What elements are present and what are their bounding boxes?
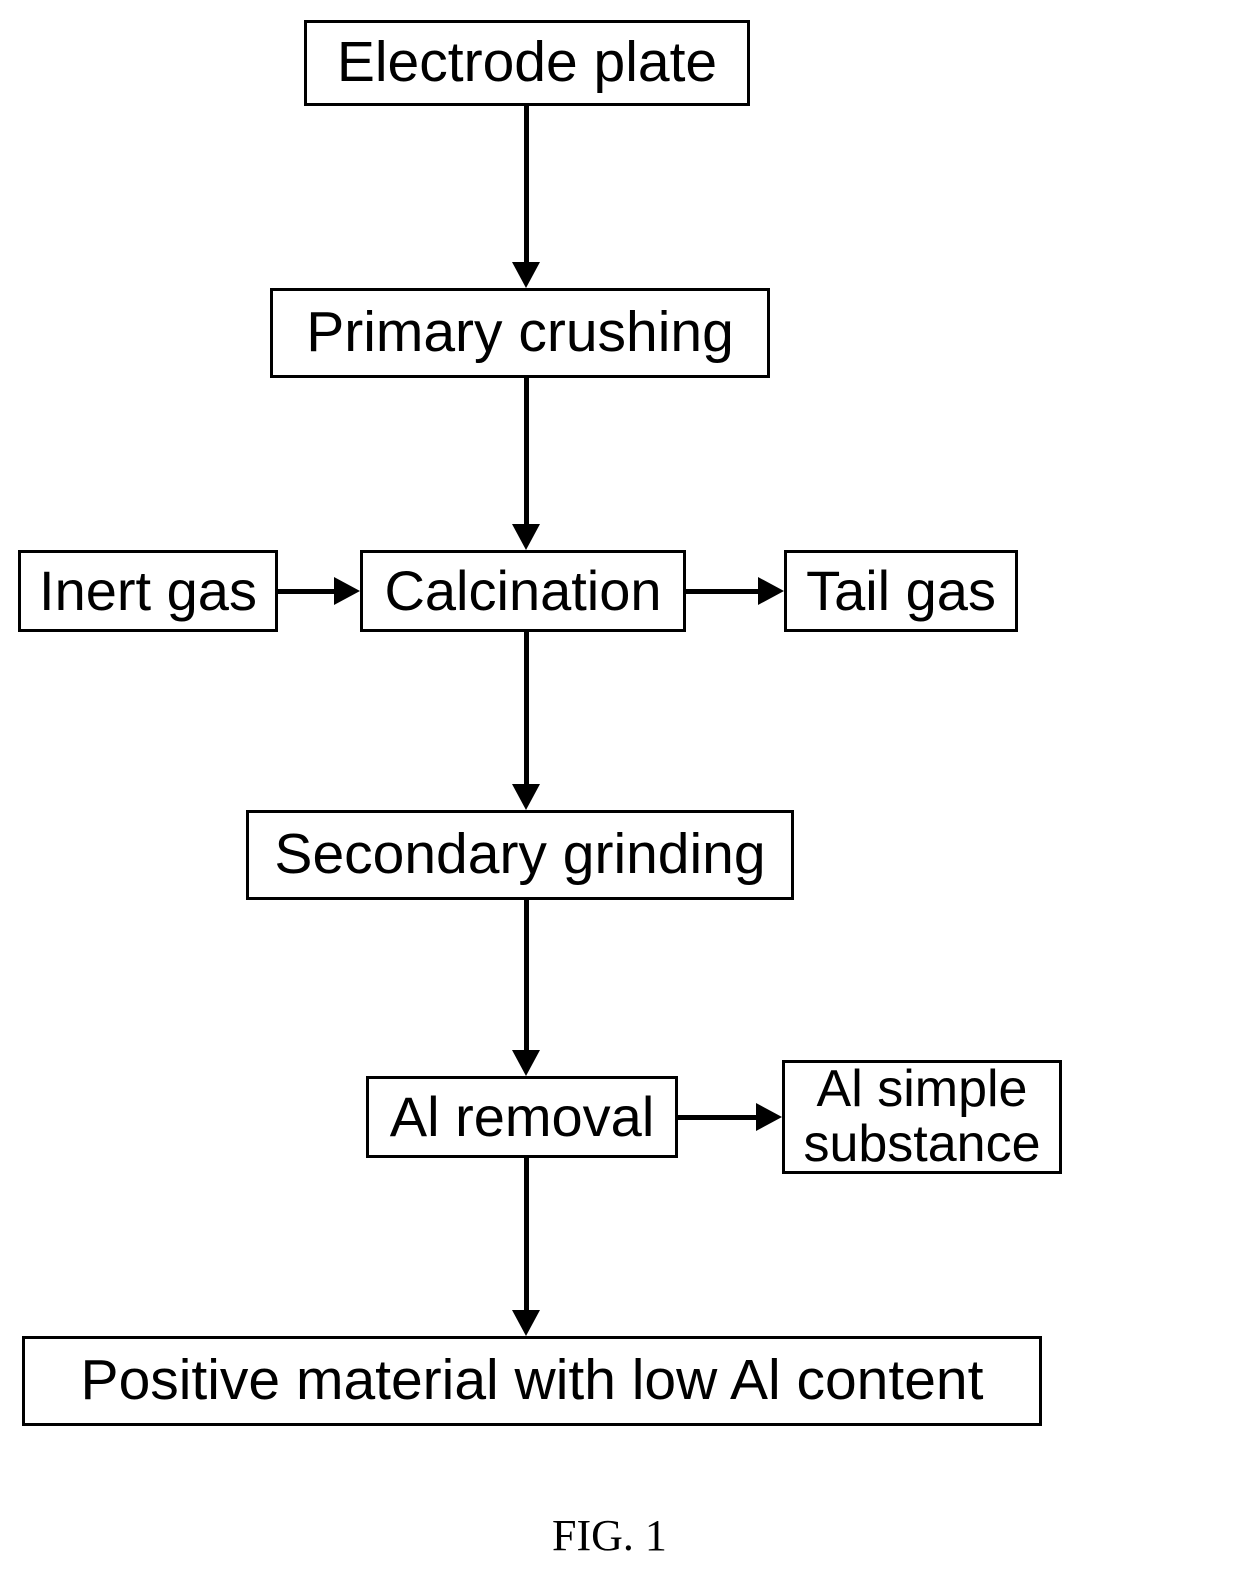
node-calcination: Calcination [360,550,686,632]
node-label: Al simple substance [803,1062,1040,1171]
node-secondary-grinding: Secondary grinding [246,810,794,900]
edge-arrowhead [512,1050,540,1076]
edge-arrowhead [512,1310,540,1336]
edge-line [524,900,529,1050]
node-al-removal: Al removal [366,1076,678,1158]
edge-line [524,106,529,262]
edge-arrowhead [756,1103,782,1131]
node-label: Inert gas [39,562,257,621]
edge-arrowhead [758,577,784,605]
flowchart-canvas: Electrode plate Primary crushing Inert g… [0,0,1240,1589]
edge-line [678,1115,756,1120]
edge-arrowhead [512,524,540,550]
caption-text: FIG. 1 [552,1511,667,1560]
node-positive-material: Positive material with low Al content [22,1336,1042,1426]
edge-arrowhead [334,577,360,605]
node-primary-crushing: Primary crushing [270,288,770,378]
edge-line [524,378,529,524]
node-label: Positive material with low Al content [81,1351,984,1411]
edge-arrowhead [512,784,540,810]
node-label: Tail gas [806,562,996,621]
edge-line [524,632,529,784]
node-label: Primary crushing [306,303,734,363]
node-al-simple-substance: Al simple substance [782,1060,1062,1174]
edge-arrowhead [512,262,540,288]
figure-caption: FIG. 1 [552,1510,667,1561]
edge-line [686,589,758,594]
node-label: Calcination [384,562,661,621]
edge-line [524,1158,529,1310]
node-label: Al removal [390,1088,655,1147]
edge-line [278,589,334,594]
node-label: Electrode plate [337,33,717,93]
node-inert-gas: Inert gas [18,550,278,632]
node-tail-gas: Tail gas [784,550,1018,632]
node-electrode-plate: Electrode plate [304,20,750,106]
node-label: Secondary grinding [274,825,765,885]
